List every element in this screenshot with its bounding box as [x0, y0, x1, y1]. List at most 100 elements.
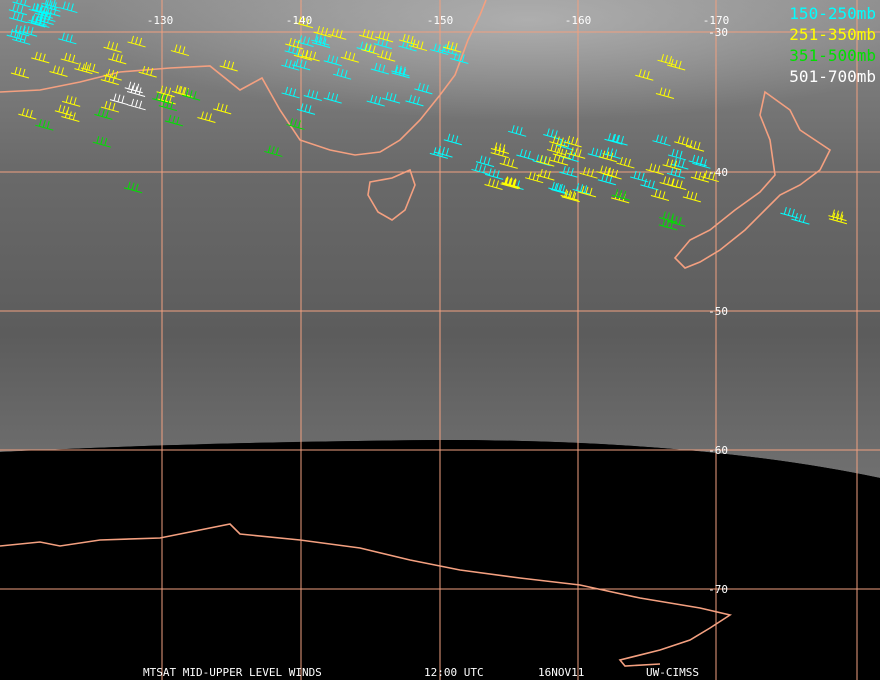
wind-barb: [597, 173, 616, 186]
wind-barb: [127, 35, 146, 48]
wind-barb: [657, 54, 676, 66]
wind-barb: [295, 35, 314, 47]
legend-entry: 251-350mb: [789, 25, 876, 44]
wind-barb: [682, 190, 701, 203]
wind-barb: [381, 92, 401, 104]
wind-barb: [292, 58, 311, 71]
wind-barb: [604, 133, 623, 145]
wind-barb: [662, 158, 681, 171]
wind-barb: [561, 190, 580, 203]
wind-barbs: [6, 0, 848, 231]
wind-barb: [572, 183, 591, 195]
wind-barb: [490, 142, 510, 154]
wind-barb: [286, 118, 305, 130]
wind-barb: [501, 176, 520, 189]
wind-barb: [471, 163, 490, 175]
wind-barb: [164, 114, 183, 127]
wind-barb: [100, 100, 120, 113]
wind-barb: [313, 26, 332, 38]
footer: MTSAT MID-UPPER LEVEL WINDS 12:00 UTC 16…: [143, 666, 699, 679]
wind-barb: [323, 54, 342, 67]
wind-barb: [667, 148, 687, 161]
product-name: MTSAT MID-UPPER LEVEL WINDS: [143, 666, 322, 679]
wind-barb: [323, 92, 342, 104]
wind-barb: [126, 85, 146, 97]
wind-barb: [373, 37, 392, 50]
wind-barb: [27, 15, 46, 28]
date: 16NOV11: [538, 666, 584, 679]
wind-barb: [484, 178, 503, 190]
wind-barb: [170, 44, 190, 57]
wind-barb: [563, 135, 582, 148]
wind-barb: [109, 93, 129, 106]
wind-barb: [408, 39, 428, 52]
wind-barb: [668, 178, 687, 191]
wind-barb: [12, 0, 31, 8]
wind-barb: [303, 89, 322, 102]
wind-barb: [685, 140, 705, 152]
latitude-labels: -30 -40 -50 -60 -70: [708, 26, 728, 596]
wind-barb: [31, 51, 50, 64]
wind-barb: [103, 69, 122, 81]
wind-barb: [11, 24, 30, 37]
latitude-label: -40: [708, 166, 728, 179]
wind-barb: [12, 33, 31, 45]
wind-barb: [508, 125, 527, 137]
wind-barb: [213, 102, 232, 115]
wind-barb: [443, 133, 462, 146]
wind-barb: [499, 157, 518, 169]
wind-barb: [414, 82, 433, 95]
wind-barb: [543, 128, 562, 141]
wind-barb: [405, 94, 424, 107]
wind-barb: [552, 147, 571, 160]
wind-barb: [197, 111, 216, 123]
wind-barb: [611, 188, 630, 201]
wind-barb: [548, 181, 567, 194]
legend: 150-250mb 251-350mb 351-500mb 501-700mb: [789, 4, 876, 86]
wind-barb: [171, 85, 191, 97]
wind-barb: [443, 40, 462, 53]
wind-barb: [650, 189, 670, 201]
wind-barb: [525, 171, 544, 184]
wind-barb: [10, 66, 30, 79]
wind-barb: [219, 59, 238, 72]
wind-barb: [374, 30, 394, 43]
longitude-label: -150: [427, 14, 454, 27]
longitude-label: -170: [703, 14, 730, 27]
wind-barb: [546, 143, 566, 156]
wind-barb: [54, 104, 74, 117]
wind-barb: [598, 150, 617, 163]
wind-barb: [549, 153, 569, 166]
legend-entry: 501-700mb: [789, 67, 876, 86]
wind-barb: [502, 177, 521, 189]
wind-barb: [688, 154, 707, 167]
wind-barb: [264, 145, 283, 157]
wind-barb: [549, 135, 568, 148]
wind-barb: [536, 168, 555, 181]
wind-barb: [62, 95, 81, 107]
wind-barb: [645, 163, 664, 176]
wind-barb: [301, 49, 320, 62]
longitude-label: -160: [565, 14, 592, 27]
wind-barb: [577, 185, 597, 198]
new-zealand-coast: [673, 90, 832, 269]
time: 12:00 UTC: [424, 666, 484, 679]
wind-barb: [555, 138, 574, 151]
source: UW-CIMSS: [646, 666, 699, 679]
latitude-label: -50: [708, 305, 728, 318]
wind-barb: [674, 135, 693, 148]
wind-barb: [138, 66, 157, 78]
wind-barb: [658, 218, 678, 231]
wind-barb: [609, 133, 628, 146]
longitude-label: -130: [147, 14, 174, 27]
wind-barb: [700, 170, 719, 183]
wind-barb: [181, 89, 201, 101]
wind-barb: [123, 181, 143, 194]
wind-barb: [294, 16, 314, 29]
wind-barb: [293, 49, 313, 61]
wind-barb: [485, 168, 504, 180]
wind-barb: [157, 92, 176, 105]
wind-barb: [690, 171, 709, 183]
wind-barb: [18, 107, 37, 120]
